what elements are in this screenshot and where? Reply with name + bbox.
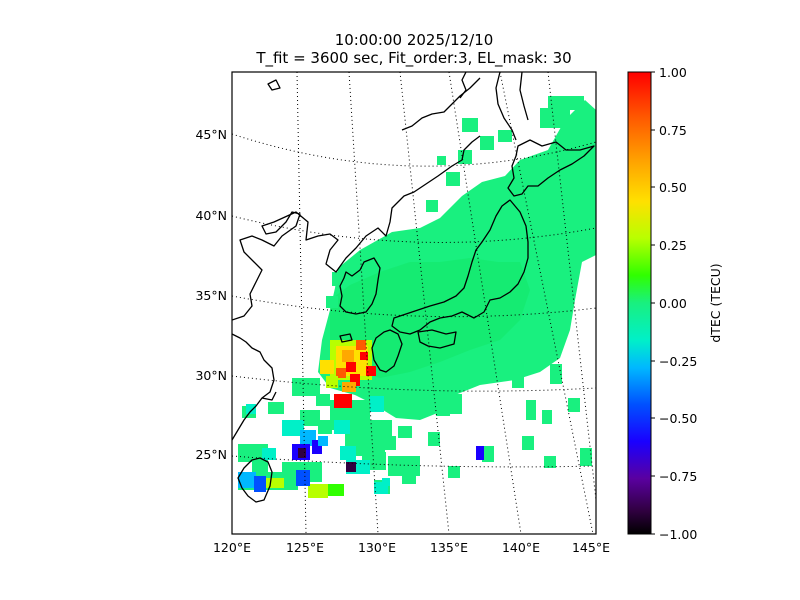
lon-label-145: 145°E [572, 540, 610, 555]
colorbar: 1.00 0.75 0.50 0.25 0.00 −0.25 −0.50 −0.… [627, 65, 723, 542]
map-graticule [232, 72, 596, 534]
lon-label-120: 120°E [213, 540, 251, 555]
map-title-time: 10:00:00 2025/12/10 [334, 31, 494, 49]
map-frame [231, 71, 597, 535]
lon-label-130: 130°E [358, 540, 396, 555]
lat-label-30: 30°N [195, 368, 227, 383]
map-title-params: T_fit = 3600 sec, Fit_order:3, EL_mask: … [256, 49, 572, 67]
colorbar-tick: 0.25 [659, 238, 687, 253]
lon-label-140: 140°E [502, 540, 540, 555]
lat-label-40: 40°N [195, 208, 227, 223]
colorbar-label: dTEC (TECU) [708, 263, 723, 342]
lon-label-125: 125°E [286, 540, 324, 555]
colorbar-tick: 0.00 [659, 296, 687, 311]
colorbar-gradient [627, 71, 652, 535]
longitude-labels: 120°E 125°E 130°E 135°E 140°E 145°E [213, 540, 610, 555]
colorbar-tick: −0.25 [659, 354, 697, 369]
latitude-labels: 45°N 40°N 35°N 30°N 25°N [195, 127, 227, 462]
colorbar-tick: 0.75 [659, 123, 687, 138]
map-plot-area [232, 72, 596, 534]
dtec-data-layer [238, 96, 596, 498]
coastlines [232, 72, 595, 503]
colorbar-tick: −1.00 [659, 527, 697, 542]
colorbar-tick: −0.50 [659, 411, 697, 426]
colorbar-tick: 1.00 [659, 65, 687, 80]
lat-label-35: 35°N [195, 288, 227, 303]
colorbar-tick: −0.75 [659, 469, 697, 484]
colorbar-tick: 0.50 [659, 180, 687, 195]
lat-label-25: 25°N [195, 447, 227, 462]
lon-label-135: 135°E [430, 540, 468, 555]
lat-label-45: 45°N [195, 127, 227, 142]
